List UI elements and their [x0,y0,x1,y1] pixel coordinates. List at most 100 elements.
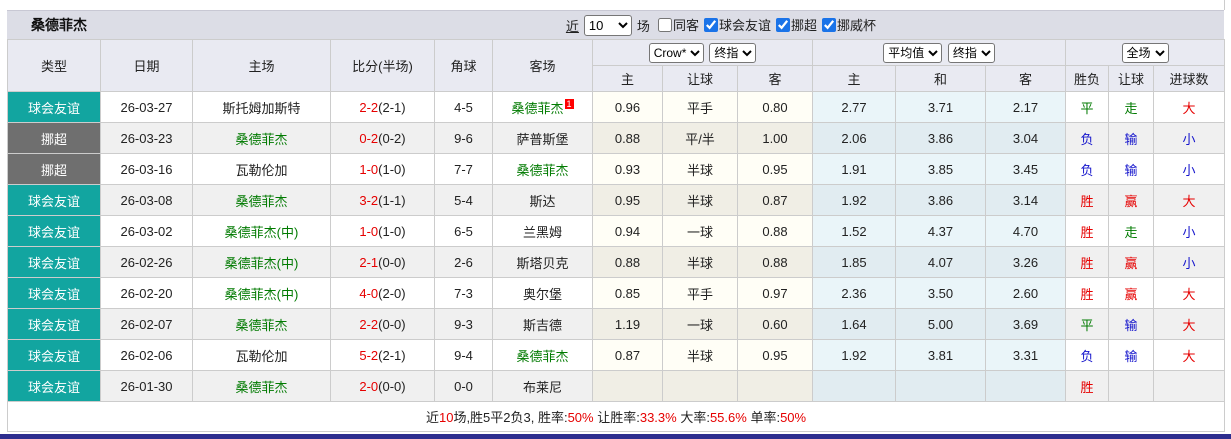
filter-item[interactable]: 挪威杯 [821,15,876,34]
home-team-cell[interactable]: 桑德菲杰(中) [192,215,331,247]
league-type-cell: 球会友谊 [7,277,101,309]
home-team-cell[interactable]: 桑德菲杰 [192,370,331,402]
europe-draw-odds-cell: 3.81 [895,339,986,371]
sub-header-handicap-home: 主 [592,65,663,92]
filter-item[interactable]: 球会友谊 [703,15,771,34]
result-cell: 胜 [1065,277,1110,309]
recent-label[interactable]: 近 [565,18,579,34]
match-row: 挪超 26-03-16 瓦勒伦加 1-0(1-0) 7-7 桑德菲杰 0.93 半球 0.95 1… [7,153,1226,185]
result-cell: 胜 [1065,370,1110,402]
europe-home-odds-cell: 2.06 [812,122,896,154]
handicap-away-odds-cell: 0.60 [737,308,813,340]
group-header-row: 类型 日期 主场 比分(半场) 角球 客场 Crow* 终指 平均值 终指 全场 [7,39,1226,92]
corners-cell: 5-4 [434,184,493,216]
goals-result-cell: 大 [1153,91,1226,123]
filter-item[interactable]: 挪超 [775,15,817,34]
handicap-away-odds-cell: 0.87 [737,184,813,216]
match-row: 挪超 26-03-23 桑德菲杰 0-2(0-2) 9-6 萨普斯堡 0.88 平/半 1.00… [7,122,1226,154]
goals-result-cell: 大 [1153,184,1226,216]
summary-segment: 50% [567,410,594,425]
home-team-cell[interactable]: 瓦勒伦加 [192,339,331,371]
away-team-cell[interactable]: 斯塔贝克 [492,246,593,278]
sub-header-europe-draw: 和 [895,65,986,92]
handicap-home-odds-cell: 1.19 [592,308,663,340]
filter-item[interactable]: 同客 [657,15,699,34]
filter-checkbox[interactable] [703,17,718,32]
away-team-cell[interactable]: 桑德菲杰 1 [492,91,593,123]
scope-select[interactable]: 全场 [1121,42,1169,63]
date-cell: 26-01-30 [100,370,193,402]
handicap-line-cell: 平手 [662,277,738,309]
europe-avg-select[interactable]: 平均值 [883,42,943,63]
europe-home-odds-cell: 1.92 [812,184,896,216]
summary-segment: 55.6% [709,410,747,425]
away-team-cell[interactable]: 兰黑姆 [492,215,593,247]
home-team-cell[interactable]: 桑德菲杰 [192,184,331,216]
result-cell: 负 [1065,153,1110,185]
home-team-cell[interactable]: 桑德菲杰(中) [192,246,331,278]
handicap-away-odds-cell: 0.97 [737,277,813,309]
filter-label: 挪威杯 [836,18,876,34]
filter-checkbox-group: 同客 球会友谊 挪超 挪威杯 [653,15,876,35]
europe-home-odds-cell: 1.52 [812,215,896,247]
summary-segment: 10 [438,410,454,425]
sub-header-handicap-line: 让球 [662,65,738,92]
handicap-result-cell: 输 [1108,308,1155,340]
europe-home-odds-cell: 2.77 [812,91,896,123]
home-team-cell[interactable]: 斯托姆加斯特 [192,91,331,123]
europe-away-odds-cell: 4.70 [984,215,1067,247]
result-cell: 负 [1065,122,1110,154]
summary-segment: 场,胜5平2负3, 胜率: [453,410,568,425]
handicap-line-cell: 半球 [662,246,738,278]
filter-checkbox[interactable] [821,17,836,32]
away-team-cell[interactable]: 布莱尼 [492,370,593,402]
handicap-home-odds-cell [592,370,663,402]
result-cell: 胜 [1065,215,1110,247]
match-row: 球会友谊 26-01-30 桑德菲杰 2-0(0-0) 0-0 布莱尼 胜 [7,370,1226,402]
europe-draw-odds-cell: 4.37 [895,215,986,247]
summary-segment: 近 [425,410,439,425]
handicap-line-cell: 一球 [662,215,738,247]
match-row: 球会友谊 26-03-02 桑德菲杰(中) 1-0(1-0) 6-5 兰黑姆 0.94 一球 0… [7,215,1226,247]
date-cell: 26-02-06 [100,339,193,371]
corners-cell: 4-5 [434,91,493,123]
europe-draw-odds-cell: 4.07 [895,246,986,278]
handicap-stage-select[interactable]: 终指 [709,42,757,63]
home-team-cell[interactable]: 桑德菲杰 [192,122,331,154]
filter-checkbox[interactable] [657,17,672,32]
col-header-home: 主场 [192,39,331,92]
away-team-cell[interactable]: 斯达 [492,184,593,216]
away-team-cell[interactable]: 桑德菲杰 [492,153,593,185]
away-team-cell[interactable]: 桑德菲杰 [492,339,593,371]
corners-cell: 7-7 [434,153,493,185]
bookmaker-select[interactable]: Crow* [648,42,704,63]
away-team-cell[interactable]: 斯吉德 [492,308,593,340]
sub-header-row: 主 让球 客 主 和 客 胜负 让球 进球数 [8,65,1226,92]
europe-draw-odds-cell: 3.71 [895,91,986,123]
corners-cell: 0-0 [434,370,493,402]
home-team-cell[interactable]: 瓦勒伦加 [192,153,331,185]
away-team-cell[interactable]: 奥尔堡 [492,277,593,309]
league-type-cell: 球会友谊 [7,370,101,402]
home-team-cell[interactable]: 桑德菲杰 [192,308,331,340]
handicap-away-odds-cell [737,370,813,402]
home-team-cell[interactable]: 桑德菲杰(中) [192,277,331,309]
handicap-group-header: Crow* 终指 [592,39,813,66]
handicap-result-cell [1108,370,1155,402]
europe-stage-select[interactable]: 终指 [947,42,995,63]
handicap-result-cell: 赢 [1108,184,1155,216]
league-type-cell: 挪超 [7,153,101,185]
top-strip [0,0,1225,10]
europe-away-odds-cell: 3.04 [984,122,1067,154]
handicap-line-cell: 半球 [662,339,738,371]
corners-cell: 7-3 [434,277,493,309]
summary-segment: 50% [780,410,807,425]
handicap-away-odds-cell: 0.95 [737,153,813,185]
league-type-cell: 球会友谊 [7,91,101,123]
handicap-away-odds-cell: 0.88 [737,246,813,278]
filter-checkbox[interactable] [775,17,790,32]
away-team-cell[interactable]: 萨普斯堡 [492,122,593,154]
handicap-result-cell: 输 [1108,339,1155,371]
handicap-result-cell: 赢 [1108,277,1155,309]
recent-count-select[interactable]: 10 [583,14,632,36]
